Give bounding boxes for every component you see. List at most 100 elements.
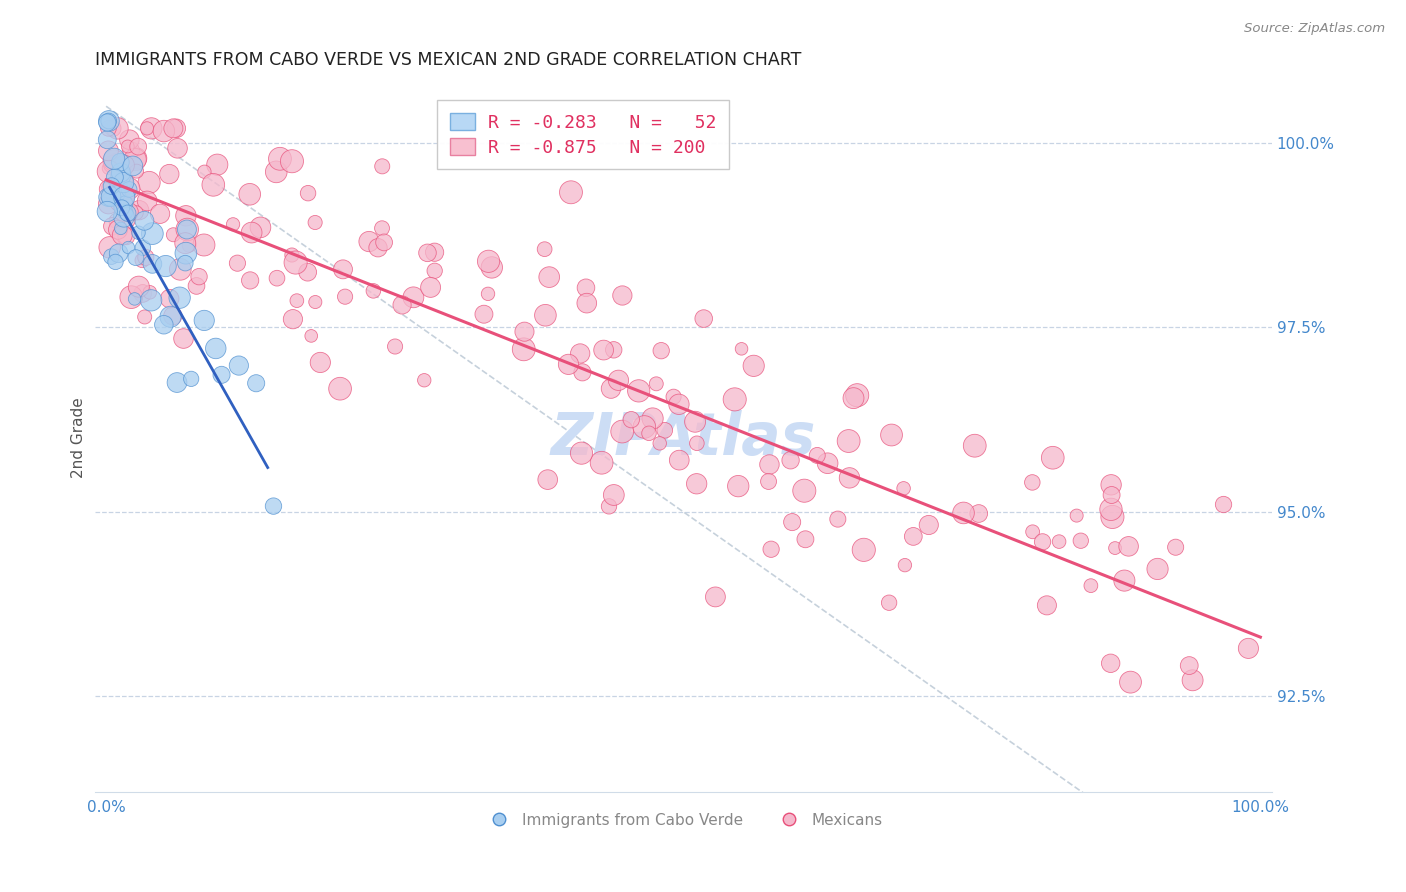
Point xyxy=(153,124,176,138)
Point xyxy=(806,449,828,463)
Point xyxy=(149,207,172,221)
Point xyxy=(575,281,598,295)
Point xyxy=(371,159,394,173)
Point xyxy=(513,343,536,357)
Point xyxy=(281,154,304,169)
Point xyxy=(1101,488,1123,502)
Point xyxy=(668,453,690,467)
Point xyxy=(125,206,148,220)
Point xyxy=(413,373,436,387)
Point xyxy=(162,121,184,136)
Point xyxy=(779,453,801,467)
Point xyxy=(329,382,352,396)
Point xyxy=(472,307,495,321)
Point xyxy=(174,236,197,251)
Point xyxy=(107,246,129,260)
Point xyxy=(1114,574,1136,588)
Point xyxy=(662,390,685,404)
Y-axis label: 2nd Grade: 2nd Grade xyxy=(72,398,86,478)
Point xyxy=(107,186,129,201)
Point xyxy=(131,286,153,301)
Point xyxy=(285,293,308,308)
Point xyxy=(103,153,125,168)
Point xyxy=(141,227,163,241)
Point xyxy=(166,141,188,155)
Point xyxy=(560,186,582,200)
Point xyxy=(391,298,413,312)
Point xyxy=(135,251,157,265)
Point xyxy=(297,265,319,279)
Point xyxy=(569,346,592,360)
Point xyxy=(118,182,141,196)
Point xyxy=(1178,658,1201,673)
Point xyxy=(114,205,136,219)
Point xyxy=(239,187,262,202)
Point xyxy=(193,165,215,179)
Point xyxy=(363,284,385,298)
Point xyxy=(1080,579,1102,593)
Point xyxy=(120,290,142,304)
Point xyxy=(384,339,406,353)
Point xyxy=(1146,562,1168,576)
Point xyxy=(249,220,271,235)
Point xyxy=(1104,541,1126,555)
Point xyxy=(534,308,557,322)
Point xyxy=(98,192,121,206)
Point xyxy=(124,153,146,167)
Point xyxy=(571,365,593,379)
Point xyxy=(127,139,149,153)
Point xyxy=(419,280,441,294)
Point xyxy=(266,271,288,285)
Point xyxy=(620,412,643,426)
Point xyxy=(557,357,579,371)
Point xyxy=(134,310,156,324)
Point xyxy=(299,329,322,343)
Point xyxy=(683,415,706,429)
Point xyxy=(952,506,974,520)
Point xyxy=(309,355,332,369)
Point xyxy=(1032,534,1054,549)
Text: IMMIGRANTS FROM CABO VERDE VS MEXICAN 2ND GRADE CORRELATION CHART: IMMIGRANTS FROM CABO VERDE VS MEXICAN 2N… xyxy=(94,51,801,69)
Point xyxy=(110,169,132,183)
Point xyxy=(1070,533,1092,548)
Point xyxy=(105,214,128,228)
Point xyxy=(186,279,208,293)
Point xyxy=(97,180,120,194)
Point xyxy=(134,214,156,228)
Point xyxy=(117,241,139,255)
Point xyxy=(239,273,262,287)
Point xyxy=(177,238,200,252)
Point xyxy=(1021,524,1043,539)
Point xyxy=(169,291,191,305)
Point xyxy=(297,186,319,201)
Point xyxy=(97,182,120,196)
Point xyxy=(159,292,181,306)
Point xyxy=(124,292,146,306)
Point xyxy=(136,194,159,208)
Point xyxy=(281,312,304,326)
Point xyxy=(193,238,215,252)
Point xyxy=(103,152,125,166)
Point xyxy=(202,178,225,192)
Point xyxy=(793,483,815,498)
Point xyxy=(817,456,839,470)
Point xyxy=(110,166,132,180)
Point xyxy=(111,228,134,243)
Point xyxy=(880,428,903,442)
Point xyxy=(1099,502,1122,516)
Point xyxy=(174,209,197,223)
Point xyxy=(1047,534,1070,549)
Point xyxy=(1237,641,1260,656)
Point xyxy=(114,188,136,202)
Point xyxy=(918,518,941,533)
Point xyxy=(120,143,142,157)
Point xyxy=(128,203,150,218)
Point xyxy=(1212,498,1234,512)
Point xyxy=(1099,478,1122,492)
Point xyxy=(537,473,560,487)
Point xyxy=(166,376,188,390)
Point xyxy=(97,114,120,128)
Point xyxy=(153,318,176,332)
Point xyxy=(97,114,120,128)
Point xyxy=(105,154,128,169)
